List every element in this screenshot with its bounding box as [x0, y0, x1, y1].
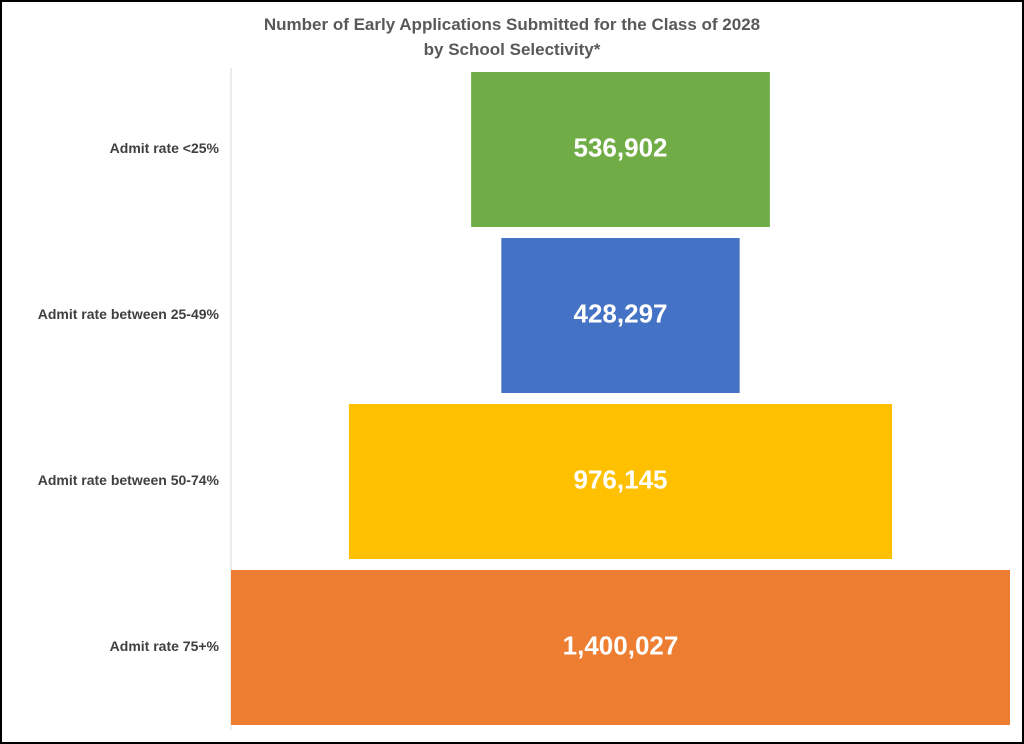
funnel-bar	[501, 238, 740, 393]
category-label: Admit rate 75+%	[110, 638, 220, 654]
category-label: Admit rate <25%	[110, 140, 220, 156]
chart-title-block: Number of Early Applications Submitted f…	[2, 12, 1022, 62]
category-label: Admit rate between 50-74%	[38, 472, 220, 488]
bar-value-label: 1,400,027	[563, 630, 679, 660]
bar-value-label: 428,297	[574, 298, 668, 328]
chart-title: Number of Early Applications Submitted f…	[263, 15, 761, 34]
bar-value-label: 976,145	[574, 464, 668, 494]
funnel-bar	[231, 570, 1010, 725]
chart-subtitle: by School Selectivity*	[423, 40, 601, 59]
category-label: Admit rate between 25-49%	[38, 306, 220, 322]
funnel-bar	[471, 72, 770, 227]
funnel-bar	[348, 404, 893, 559]
bar-value-label: 536,902	[574, 132, 668, 162]
